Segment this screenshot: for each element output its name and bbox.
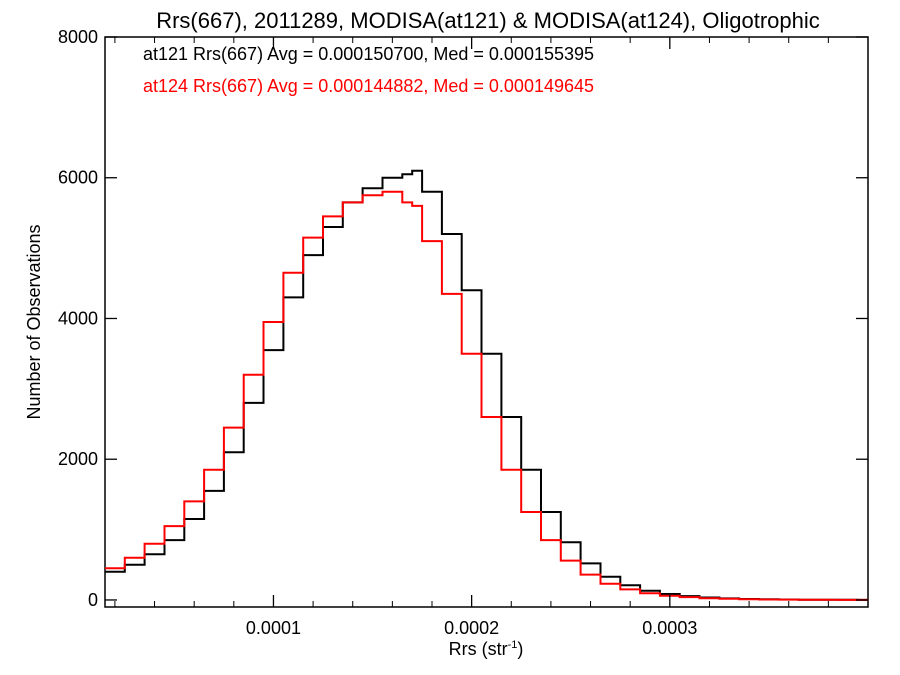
- x-tick-label-1: 0.0002: [444, 618, 499, 638]
- y-tick-label-2: 4000: [58, 308, 98, 328]
- legend-at124: at124 Rrs(667) Avg = 0.000144882, Med = …: [143, 76, 594, 96]
- chart-title: Rrs(667), 2011289, MODISA(at121) & MODIS…: [156, 8, 820, 33]
- legend-at121: at121 Rrs(667) Avg = 0.000150700, Med = …: [143, 44, 594, 64]
- series-line-0: [105, 169, 868, 601]
- x-axis-label-suffix: ): [517, 639, 523, 659]
- y-tick-label-4: 8000: [58, 27, 98, 47]
- ticks-layer: 0.0001 0.0002 0.0003 0 2000 4000 6000 8000: [58, 27, 868, 638]
- x-axis-label-superscript: -1: [508, 639, 518, 651]
- y-tick-label-3: 6000: [58, 168, 98, 188]
- x-tick-label-0: 0.0001: [246, 618, 301, 638]
- y-tick-label-1: 2000: [58, 449, 98, 469]
- y-axis-label: Number of Observations: [24, 224, 44, 419]
- series-line-1: [105, 190, 868, 601]
- x-tick-label-2: 0.0003: [642, 618, 697, 638]
- y-tick-label-0: 0: [88, 590, 98, 610]
- plot-area: 0.0001 0.0002 0.0003 0 2000 4000 6000 8000: [58, 27, 869, 638]
- plot-frame: [104, 36, 869, 608]
- series-layer: [105, 169, 868, 601]
- x-axis-label-text: Rrs (str: [449, 639, 508, 659]
- x-axis-label: Rrs (str-1): [449, 639, 524, 659]
